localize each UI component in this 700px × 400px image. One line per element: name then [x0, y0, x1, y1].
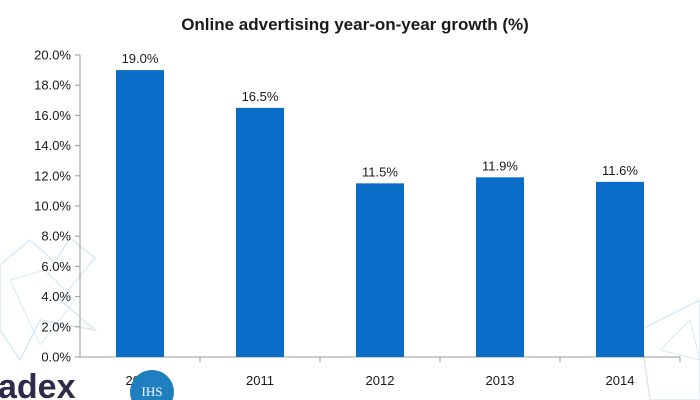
bar: [236, 107, 284, 357]
chart-title: Online advertising year-on-year growth (…: [181, 15, 529, 34]
y-axis-tick-label: 2.0%: [41, 319, 71, 334]
x-axis-tick-label: 2011: [246, 373, 274, 388]
data-label: 11.5%: [362, 164, 398, 179]
data-label: 16.5%: [242, 89, 279, 104]
axes: 0.0% 2.0% 4.0% 6.0% 8.0% 10.0% 12.0% 14.0% 16.0%…: [34, 48, 681, 365]
bar: [356, 183, 404, 357]
bar: [476, 177, 524, 357]
y-axis-tick-label: 0.0%: [41, 350, 71, 365]
adex-logo: adex: [0, 368, 76, 400]
bars: [116, 70, 644, 357]
ihs-logo: IHS: [130, 370, 174, 400]
background-decoration: [0, 236, 700, 400]
y-axis-tick-label: 10.0%: [34, 199, 71, 214]
y-axis-tick-label: 20.0%: [34, 48, 71, 63]
ihs-logo-circle: [130, 370, 174, 400]
y-axis-tick-label: 4.0%: [41, 289, 71, 304]
y-axis-tick-label: 14.0%: [34, 138, 71, 153]
x-axis-tick-label: 2012: [366, 373, 395, 388]
adex-logo-text: adex: [0, 368, 76, 400]
y-axis-tick-label: 18.0%: [34, 78, 71, 93]
x-axis-tick-label: 2013: [486, 373, 515, 388]
x-axis-tick-labels: 20102011201220132014: [126, 373, 635, 388]
y-axis-tick-label: 8.0%: [41, 229, 71, 244]
bar: [116, 70, 164, 357]
data-label: 11.9%: [482, 158, 518, 173]
x-axis-tick-label: 2014: [606, 373, 635, 388]
y-axis-tick-label: 16.0%: [34, 108, 71, 123]
y-axis-tick-label: 12.0%: [34, 168, 71, 183]
y-axis-tick-label: 6.0%: [41, 259, 71, 274]
data-label: 19.0%: [122, 51, 159, 66]
bar: [596, 181, 644, 357]
data-labels: 19.0% 16.5% 11.5% 11.9% 11.6%: [122, 51, 639, 179]
data-label: 11.6%: [602, 163, 638, 178]
ihs-logo-text: IHS: [142, 384, 163, 399]
